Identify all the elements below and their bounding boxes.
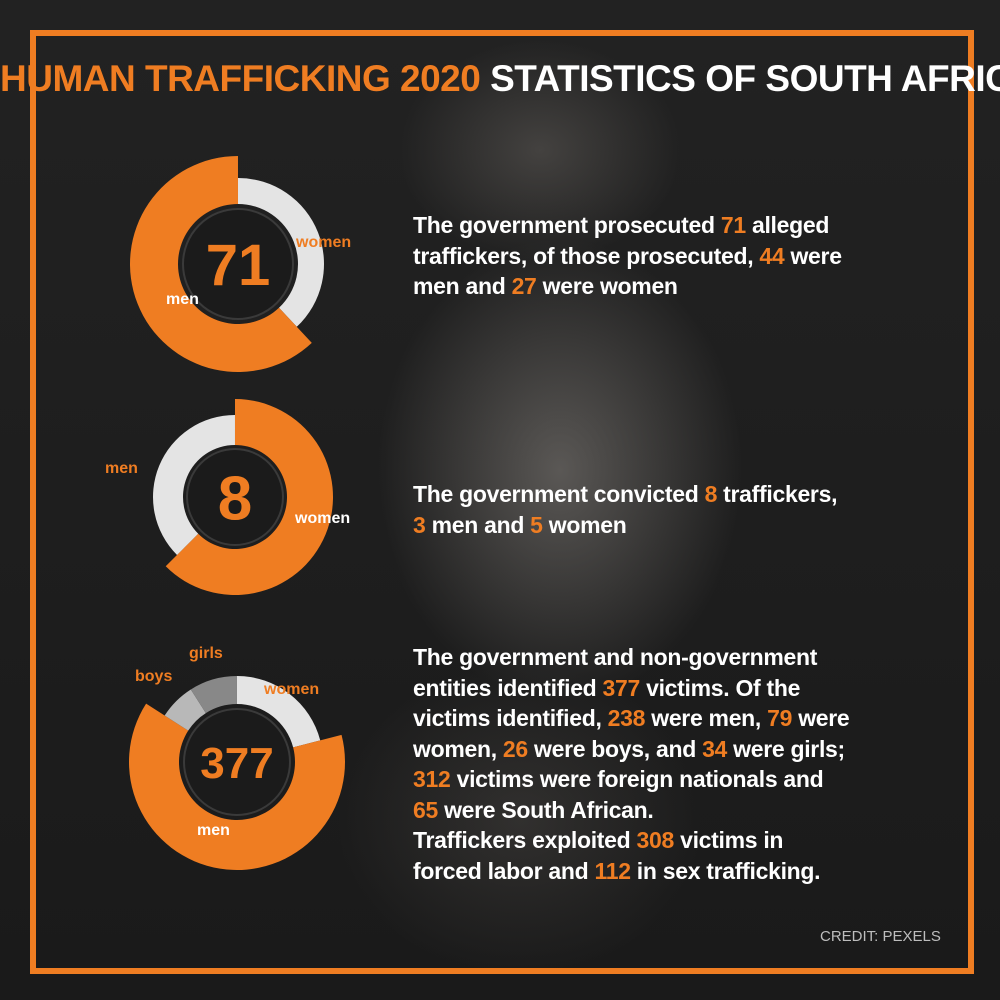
slice-label-girls: girls xyxy=(189,645,223,662)
center-number: 377 xyxy=(200,739,273,788)
donut-svg-prosecuted: 71 men women xyxy=(130,156,351,372)
center-number: 71 xyxy=(206,233,271,298)
stat-line: entities identified 377 victims. Of the xyxy=(413,674,801,701)
stat-line: The government convicted 8 traffickers, xyxy=(413,481,838,507)
slice-girls xyxy=(190,676,237,714)
slice-women xyxy=(237,676,321,748)
orange-frame xyxy=(30,30,974,974)
stat-victims: The government and non-government entiti… xyxy=(413,642,850,886)
slice-label-women: women xyxy=(295,234,351,251)
slice-women xyxy=(165,399,333,595)
stat-line: 3 men and 5 women xyxy=(413,511,627,538)
stat-line: 65 were South African. xyxy=(413,796,654,823)
stat-line: men and 27 were women xyxy=(413,273,678,299)
slice-men xyxy=(129,703,345,870)
slice-label-boys: boys xyxy=(135,668,172,685)
stat-line: victims identified, 238 were men, 79 wer… xyxy=(413,705,850,731)
slice-boys xyxy=(164,689,206,731)
donut-svg-convicted: 8 men women xyxy=(105,399,350,595)
slice-men xyxy=(153,415,235,555)
slice-women xyxy=(238,178,324,327)
slice-men xyxy=(130,156,312,372)
slice-label-men: men xyxy=(197,822,230,839)
donut-chart-prosecuted: 71 men women xyxy=(128,154,351,374)
stat-line: The government prosecuted 71 alleged xyxy=(413,212,830,238)
photo-credit: CREDIT: PEXELS xyxy=(820,928,941,945)
stat-line: The government and non-government xyxy=(413,644,818,670)
stat-line: forced labor and 112 in sex trafficking. xyxy=(413,857,821,884)
slice-label-men: men xyxy=(166,291,199,308)
center-number: 8 xyxy=(218,464,252,533)
title-highlight: HUMAN TRAFFICKING 2020 xyxy=(0,58,481,99)
center-disc xyxy=(186,448,284,546)
donut-svg-victims: 377 men women boys girls xyxy=(129,645,345,870)
page-title: HUMAN TRAFFICKING 2020 STATISTICS OF SOU… xyxy=(0,58,1000,100)
title-rest: STATISTICS OF SOUTH AFRICA xyxy=(490,58,1000,99)
stat-line: Traffickers exploited 308 victims in xyxy=(413,827,784,853)
stat-prosecuted: The government prosecuted 71 alleged tra… xyxy=(413,210,842,302)
stat-line: 312 victims were foreign nationals and xyxy=(413,766,824,792)
donut-chart-victims: 377 men women boys girls xyxy=(127,645,347,872)
slice-label-women: women xyxy=(263,681,319,698)
donut-chart-convicted: 8 men women xyxy=(105,397,350,597)
center-disc xyxy=(183,708,291,816)
stat-line: traffickers, of those prosecuted, 44 wer… xyxy=(413,242,842,269)
slice-label-men: men xyxy=(105,460,138,477)
slice-label-women: women xyxy=(294,510,350,527)
stat-convicted: The government convicted 8 traffickers, … xyxy=(413,479,837,540)
center-disc xyxy=(182,208,294,320)
stat-line: women, 26 were boys, and 34 were girls; xyxy=(413,735,845,762)
